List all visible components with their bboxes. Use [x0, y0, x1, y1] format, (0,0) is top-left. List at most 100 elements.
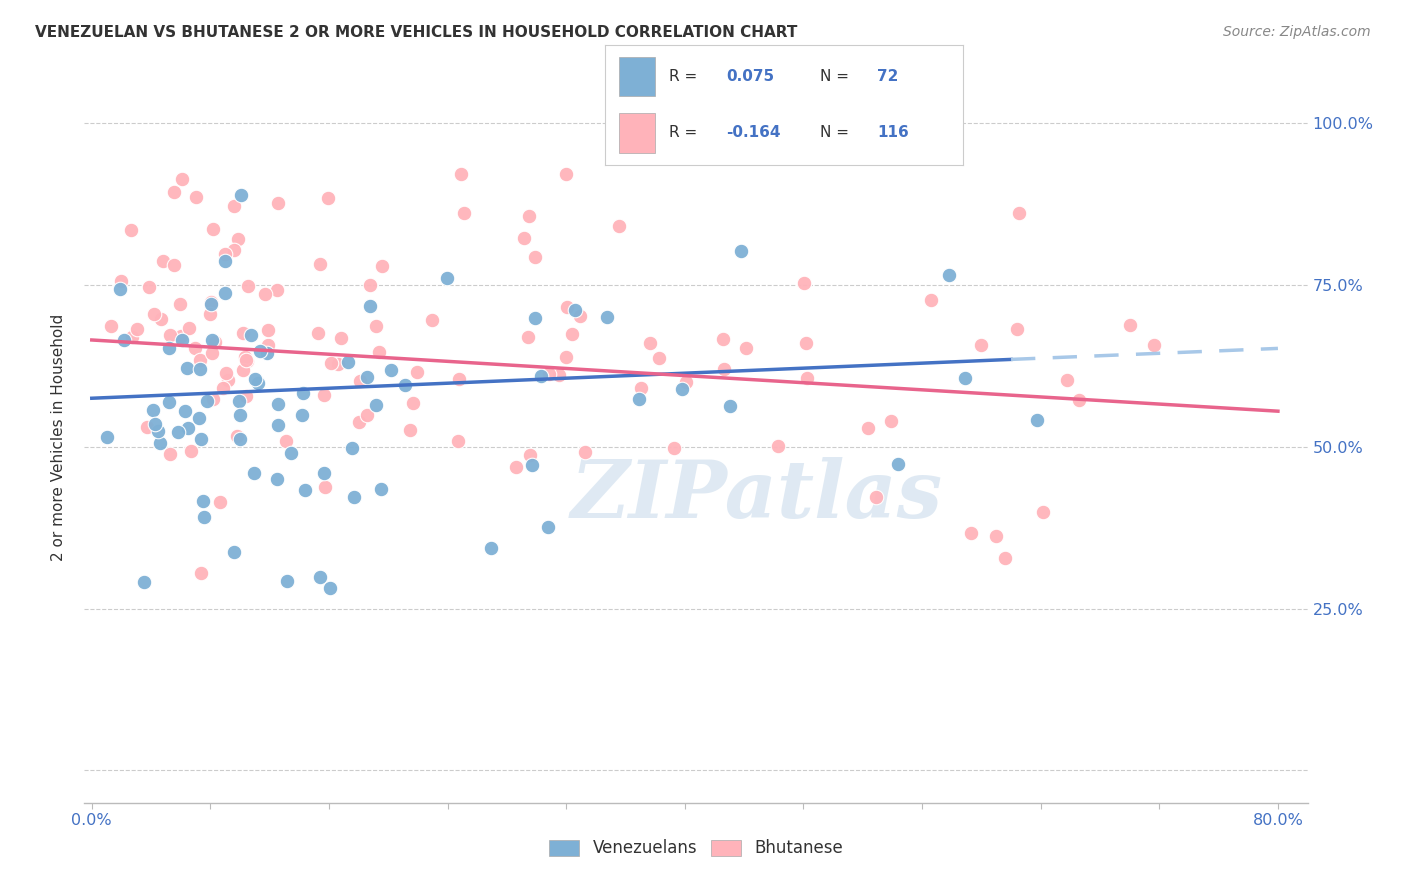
Point	[236, 279, 259, 293]
Point	[294, 483, 316, 497]
Point	[267, 417, 290, 432]
Point	[406, 365, 429, 379]
Point	[112, 333, 135, 347]
Point	[228, 393, 250, 408]
Point	[730, 244, 752, 258]
Point	[120, 222, 142, 236]
Point	[796, 371, 818, 385]
Point	[190, 432, 212, 446]
Point	[243, 467, 266, 481]
Point	[187, 410, 209, 425]
Point	[170, 171, 193, 186]
Point	[163, 258, 186, 272]
Point	[1025, 413, 1047, 427]
Point	[675, 375, 697, 389]
Point	[394, 377, 416, 392]
Point	[143, 417, 166, 432]
Point	[233, 350, 256, 364]
Point	[561, 326, 583, 341]
Point	[628, 392, 651, 407]
Text: Source: ZipAtlas.com: Source: ZipAtlas.com	[1223, 25, 1371, 39]
Point	[517, 210, 540, 224]
Point	[349, 374, 371, 388]
Point	[513, 231, 536, 245]
Point	[110, 274, 132, 288]
Point	[356, 369, 378, 384]
Text: N =: N =	[820, 125, 853, 140]
Y-axis label: 2 or more Vehicles in Household: 2 or more Vehicles in Household	[51, 313, 66, 561]
Point	[274, 434, 297, 449]
Point	[793, 277, 815, 291]
Point	[214, 286, 236, 301]
Point	[235, 389, 257, 403]
Point	[142, 403, 165, 417]
Point	[314, 480, 336, 494]
Point	[607, 219, 630, 233]
Point	[359, 299, 381, 313]
Point	[319, 356, 342, 370]
Point	[1007, 322, 1029, 336]
Point	[630, 381, 652, 395]
Point	[969, 338, 991, 352]
Point	[127, 322, 149, 336]
Text: 72: 72	[877, 69, 898, 84]
Point	[447, 372, 470, 386]
Point	[647, 351, 669, 366]
Point	[343, 490, 366, 504]
Point	[201, 334, 224, 348]
Point	[266, 472, 288, 486]
Point	[547, 368, 569, 382]
Point	[100, 319, 122, 334]
Point	[537, 367, 560, 381]
Point	[555, 300, 578, 314]
Point	[671, 382, 693, 396]
Point	[554, 167, 576, 181]
Point	[176, 361, 198, 376]
Point	[520, 458, 543, 472]
Point	[664, 442, 686, 456]
Point	[479, 541, 502, 556]
Point	[718, 400, 741, 414]
Point	[166, 425, 188, 439]
Point	[309, 570, 332, 584]
Point	[266, 283, 288, 297]
Point	[309, 256, 332, 270]
Point	[193, 493, 215, 508]
Point	[256, 346, 278, 360]
Point	[1032, 504, 1054, 518]
Point	[177, 421, 200, 435]
Point	[366, 398, 388, 412]
Point	[960, 525, 983, 540]
Point	[267, 397, 290, 411]
Point	[595, 310, 617, 325]
Point	[290, 408, 312, 422]
Point	[222, 545, 245, 559]
Point	[336, 355, 359, 369]
Point	[711, 332, 734, 346]
Point	[132, 575, 155, 590]
Point	[370, 483, 392, 497]
Point	[276, 574, 298, 589]
Text: VENEZUELAN VS BHUTANESE 2 OR MORE VEHICLES IN HOUSEHOLD CORRELATION CHART: VENEZUELAN VS BHUTANESE 2 OR MORE VEHICL…	[35, 25, 797, 40]
Point	[880, 414, 903, 428]
Point	[193, 509, 215, 524]
Point	[236, 354, 259, 368]
Point	[266, 196, 288, 211]
Point	[215, 366, 238, 380]
Point	[222, 198, 245, 212]
Point	[516, 330, 538, 344]
Point	[157, 394, 180, 409]
Point	[149, 436, 172, 450]
Point	[1119, 318, 1142, 332]
Point	[307, 326, 329, 340]
Point	[1056, 373, 1078, 387]
Point	[364, 319, 387, 334]
Point	[257, 323, 280, 337]
Point	[201, 222, 224, 236]
Bar	[619, 113, 655, 153]
Point	[217, 372, 239, 386]
Point	[198, 307, 221, 321]
Point	[1142, 337, 1164, 351]
Point	[177, 320, 200, 334]
Point	[180, 443, 202, 458]
